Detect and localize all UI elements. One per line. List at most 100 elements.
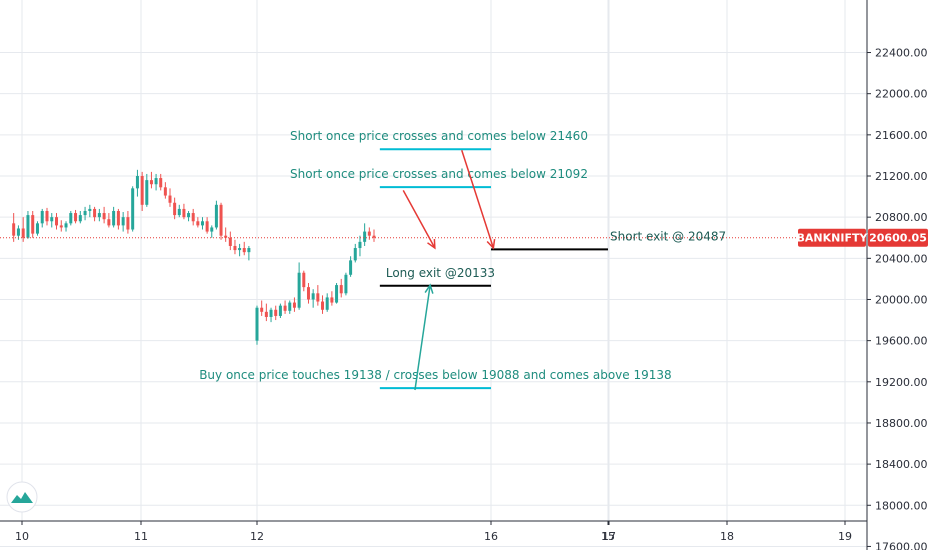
candle-body (233, 245, 237, 251)
candle-body (330, 297, 334, 303)
level-label: Short once price crosses and comes below… (290, 167, 588, 181)
x-tick-label: 15 (601, 530, 615, 543)
x-tick-label: 11 (134, 530, 148, 543)
candle-body (363, 231, 367, 242)
x-tick-label: 10 (15, 530, 29, 543)
x-tick-label: 16 (484, 530, 498, 543)
last-price-badge (868, 228, 928, 247)
tradingview-logo[interactable] (6, 481, 38, 513)
y-axis: 17600.00 18000.00 18400.00 18800.00 19200.00… (866, 0, 928, 550)
candle-body (97, 213, 101, 218)
candle-body (182, 208, 186, 218)
candle-body (238, 248, 242, 251)
grid (0, 0, 867, 547)
candle-body (145, 180, 149, 205)
candle-body (31, 215, 35, 234)
candle-body (344, 274, 348, 294)
candle-body (339, 285, 343, 294)
candle-body (292, 302, 296, 308)
candle-body (69, 213, 73, 224)
candle-body (196, 221, 200, 226)
candle-body (269, 309, 273, 317)
candle-body (168, 195, 172, 203)
y-tick-label: 19200.00 (875, 376, 928, 389)
candle-body (278, 305, 282, 316)
candle-body (302, 272, 306, 288)
candle-body (40, 210, 44, 224)
candle-body (297, 272, 301, 308)
candle-body (205, 221, 209, 232)
annotation-arrows (402, 150, 496, 391)
candle-body (35, 223, 39, 234)
candle-body (316, 293, 320, 302)
candle-body (353, 248, 357, 261)
candle-body (131, 188, 135, 230)
candle-body (45, 210, 49, 222)
candle-body (210, 227, 214, 232)
last-price-label: 20600.05 (869, 232, 927, 245)
y-tick-label: 18400.00 (875, 458, 928, 471)
candle-body (358, 241, 362, 249)
candle-body (154, 178, 158, 185)
candle-body (116, 210, 120, 226)
y-tick-label: 18800.00 (875, 417, 928, 430)
arrow-shaft (414, 284, 431, 391)
y-tick-label: 21600.00 (875, 129, 928, 142)
candle-body (21, 228, 25, 238)
candle-body (74, 213, 78, 222)
candle-body (191, 213, 195, 222)
candle-body (135, 176, 139, 189)
annotation-levels: Short once price crosses and comes below… (199, 129, 726, 390)
y-tick-label: 20400.00 (875, 252, 928, 265)
candle-body (274, 309, 278, 316)
candle-body (288, 302, 292, 311)
x-tick-label: 17 (602, 530, 616, 543)
arrow-head (427, 239, 436, 250)
y-tick-label: 22400.00 (875, 47, 928, 60)
y-tick-label: 18000.00 (875, 499, 928, 512)
candle-body (159, 178, 163, 188)
candle-body (247, 248, 251, 253)
candle-body (311, 293, 315, 300)
candle-body (149, 180, 153, 185)
candle-body (187, 213, 191, 218)
candle-body (224, 235, 228, 238)
y-tick-label: 20800.00 (875, 211, 928, 224)
candle-body (102, 213, 106, 220)
candle-body (12, 223, 16, 236)
y-tick-label: 17600.00 (875, 540, 928, 550)
level-label: Short once price crosses and comes below… (290, 129, 588, 143)
candle-body (242, 248, 246, 253)
candle-body (88, 208, 92, 211)
candle-body (306, 287, 310, 300)
arrow-head (486, 239, 496, 250)
candle-body (325, 297, 329, 310)
candle-body (121, 217, 125, 226)
candle-body (173, 202, 177, 216)
candle-body (255, 307, 259, 341)
symbol-label: BANKNIFTY (797, 232, 869, 245)
y-tick-label: 21200.00 (875, 170, 928, 183)
x-tick-label: 18 (720, 530, 734, 543)
x-axis: 10 11 12 15 16 17 18 19 (0, 520, 867, 543)
candle-body (349, 260, 353, 275)
candle-body (335, 285, 339, 303)
candle-body (112, 210, 116, 226)
candle-body (283, 305, 287, 311)
y-tick-label: 20000.00 (875, 293, 928, 306)
candle-body (321, 301, 325, 310)
candle-body (260, 307, 264, 312)
candle-body (126, 217, 130, 230)
candle-body (83, 210, 87, 216)
candle-body (50, 217, 54, 222)
candle-body (93, 208, 97, 218)
level-label: Buy once price touches 19138 / crosses b… (199, 368, 671, 382)
logo-circle (6, 481, 38, 513)
candle-body (372, 235, 376, 238)
level-label: Long exit @20133 (386, 266, 495, 280)
candle-body (163, 187, 167, 196)
candle-body (78, 215, 82, 222)
candle-body (228, 237, 232, 246)
candle-body (140, 176, 144, 205)
level-label: Short exit @ 20487 (610, 229, 726, 243)
